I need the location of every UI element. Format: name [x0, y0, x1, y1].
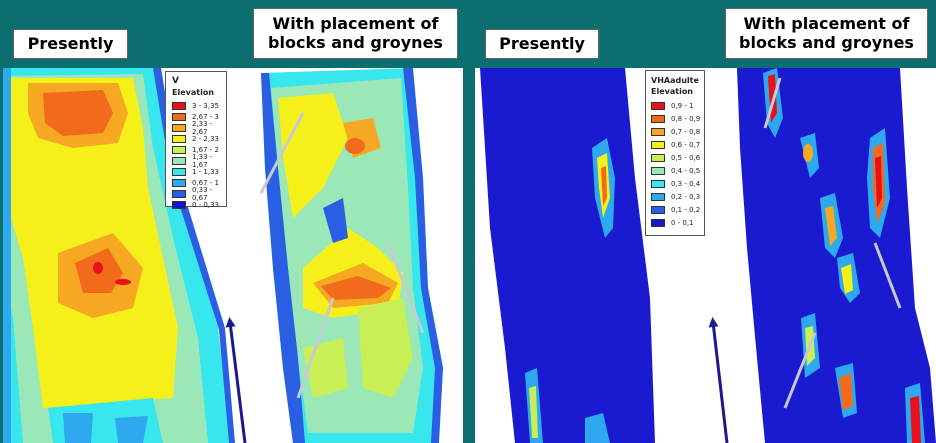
legend-swatch	[651, 127, 665, 136]
legend-label: 0 - 0,33	[192, 200, 220, 209]
legend-item: 1,33 - 1,67	[172, 152, 223, 169]
legend-item: 1,67 - 2	[172, 144, 223, 155]
velocity-legend: V Elevation 3 - 3,35 2,67 - 3 2,33 - 2,6…	[165, 71, 227, 210]
legend-item: 0,5 - 0,6	[651, 151, 701, 164]
legend-swatch	[172, 156, 186, 165]
label-with-blocks-left: With placement of blocks and groynes	[253, 8, 458, 59]
legend-swatch	[172, 134, 186, 143]
legend-label: 1,33 - 1,67	[192, 152, 213, 169]
legend-label: 0,8 - 0,9	[671, 114, 701, 123]
legend-item: 0 - 0,33	[172, 199, 223, 210]
legend-swatch	[172, 145, 186, 154]
legend-item: 2,33 - 2,67	[172, 119, 223, 136]
legend-swatch	[651, 218, 665, 227]
legend-label: 0,2 - 0,3	[671, 192, 701, 201]
velocity-maps	[3, 68, 443, 443]
legend-item: 1 - 1,33	[172, 166, 223, 177]
legend-label: 0,7 - 0,8	[671, 127, 701, 136]
legend-label: 0,9 - 1	[671, 101, 694, 110]
velocity-map-with-blocks	[259, 68, 443, 443]
legend-label: 0,33 - 0,67	[192, 185, 213, 202]
legend-label: 0 - 0,1	[671, 218, 694, 227]
legend-label: 1,67 - 2	[192, 145, 220, 154]
habitat-map-with-blocks	[737, 68, 936, 443]
legend-swatch	[651, 114, 665, 123]
legend-label: 0,67 - 1	[192, 178, 220, 187]
legend-title: V	[172, 76, 179, 86]
legend-item: 2,67 - 3	[172, 111, 223, 122]
legend-swatch	[172, 123, 186, 132]
legend-label: 2,33 - 2,67	[192, 119, 213, 136]
legend-label: 2,67 - 3	[192, 112, 220, 121]
legend-label: 3 - 3,35	[192, 101, 220, 110]
legend-item: 0,8 - 0,9	[651, 112, 701, 125]
panel-divider	[463, 60, 475, 443]
legend-swatch	[172, 189, 186, 198]
legend-label: 0,1 - 0,2	[671, 205, 701, 214]
label-with-blocks-right: With placement of blocks and groynes	[725, 8, 928, 59]
habitat-legend: VHAadulte Elevation 0,9 - 1 0,8 - 0,9 0,…	[645, 70, 705, 236]
legend-item: 0,4 - 0,5	[651, 164, 701, 177]
legend-label: 2 - 2,33	[192, 134, 220, 143]
legend-subtitle: Elevation	[651, 87, 694, 96]
legend-swatch	[651, 166, 665, 175]
legend-item: 0,3 - 0,4	[651, 177, 701, 190]
legend-swatch	[651, 140, 665, 149]
legend-label: 0,6 - 0,7	[671, 140, 701, 149]
legend-item: 0,1 - 0,2	[651, 203, 701, 216]
legend-item: 0,7 - 0,8	[651, 125, 701, 138]
legend-item: 0 - 0,1	[651, 216, 701, 229]
legend-label: 1 - 1,33	[192, 167, 220, 176]
legend-label: 0,5 - 0,6	[671, 153, 701, 162]
legend-swatch	[172, 200, 186, 209]
legend-item: 0,67 - 1	[172, 177, 223, 188]
legend-swatch	[651, 205, 665, 214]
legend-subtitle: Elevation	[172, 88, 215, 97]
legend-swatch	[172, 178, 186, 187]
habitat-map-present	[480, 68, 655, 443]
left-map-panel: V Elevation 3 - 3,35 2,67 - 3 2,33 - 2,6…	[3, 68, 463, 443]
label-presently-left: Presently	[13, 29, 128, 59]
legend-item: 2 - 2,33	[172, 133, 223, 144]
legend-swatch	[651, 101, 665, 110]
legend-swatch	[651, 153, 665, 162]
legend-title: VHAadulte	[651, 76, 699, 85]
legend-items: 3 - 3,35 2,67 - 3 2,33 - 2,67 2 - 2,33 1…	[172, 100, 223, 210]
legend-swatch	[172, 112, 186, 121]
right-map-panel: VHAadulte Elevation 0,9 - 1 0,8 - 0,9 0,…	[475, 68, 936, 443]
legend-swatch	[651, 192, 665, 201]
legend-swatch	[172, 167, 186, 176]
legend-item: 0,9 - 1	[651, 99, 701, 112]
label-presently-right: Presently	[485, 29, 599, 59]
legend-item: 3 - 3,35	[172, 100, 223, 111]
legend-label: 0,4 - 0,5	[671, 166, 701, 175]
legend-item: 0,6 - 0,7	[651, 138, 701, 151]
legend-swatch	[172, 101, 186, 110]
legend-items: 0,9 - 1 0,8 - 0,9 0,7 - 0,8 0,6 - 0,7 0,…	[651, 99, 701, 229]
legend-label: 0,3 - 0,4	[671, 179, 701, 188]
habitat-maps	[480, 68, 936, 443]
legend-item: 0,2 - 0,3	[651, 190, 701, 203]
legend-item: 0,33 - 0,67	[172, 185, 223, 202]
legend-swatch	[651, 179, 665, 188]
